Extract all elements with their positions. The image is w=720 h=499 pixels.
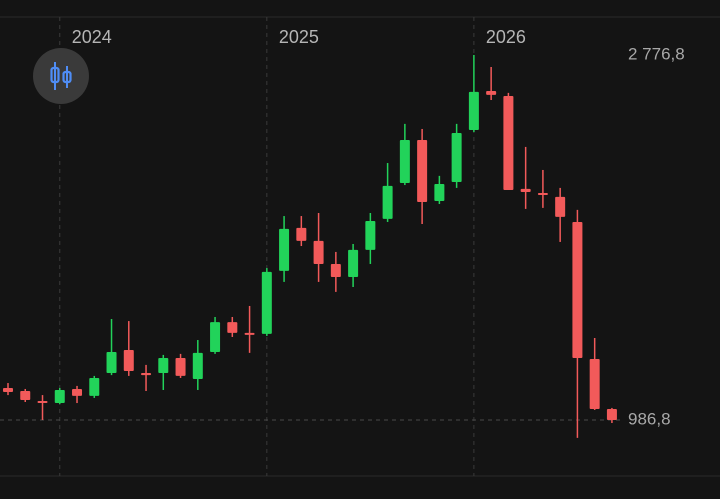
candle-body (20, 391, 31, 400)
x-tick-label: 2024 (72, 27, 112, 47)
candle-body (520, 188, 531, 192)
candle-body (555, 196, 566, 217)
candle-body (330, 263, 341, 278)
candle-body (365, 220, 376, 250)
indicator-button-bg[interactable] (33, 48, 89, 104)
candle-body (503, 95, 514, 190)
candle-body (244, 332, 255, 335)
candle-body (296, 227, 307, 241)
candle-body (279, 228, 290, 271)
candle-body (417, 139, 428, 202)
candle-body (261, 271, 272, 334)
icon-body (50, 66, 60, 84)
x-tick-label: 2025 (279, 27, 319, 47)
candle-body (348, 249, 359, 278)
indicator-button[interactable] (33, 48, 89, 104)
candle-body (106, 352, 117, 374)
candle-body (537, 193, 548, 196)
candle-body (3, 387, 13, 393)
candles (3, 54, 617, 438)
price-label: 2 776,8 (628, 44, 685, 63)
candle-body (72, 388, 83, 396)
candle-body (141, 373, 152, 376)
candle-body (37, 400, 48, 404)
candle-body (451, 133, 462, 182)
candle-body (589, 358, 600, 409)
candle-body (399, 139, 410, 184)
candle-body (313, 240, 324, 264)
icon-body (62, 70, 72, 84)
candle-body (486, 91, 497, 95)
candle-body (382, 185, 393, 219)
candle-body (468, 91, 479, 130)
candle-body (572, 221, 583, 358)
price-label: 986,8 (628, 409, 671, 428)
candle-body (192, 352, 203, 379)
x-tick-label: 2026 (486, 27, 526, 47)
candle-body (434, 184, 445, 201)
labels: 2024 2025 2026 2 776,8 986,8 (72, 27, 685, 429)
candle-body (54, 389, 65, 404)
candle-body (227, 322, 238, 333)
candle-body (123, 350, 134, 372)
candle-body (175, 357, 186, 376)
candle-body (89, 377, 100, 396)
candle-body (606, 408, 617, 421)
candle-body (210, 322, 221, 353)
candle-body (158, 357, 169, 374)
